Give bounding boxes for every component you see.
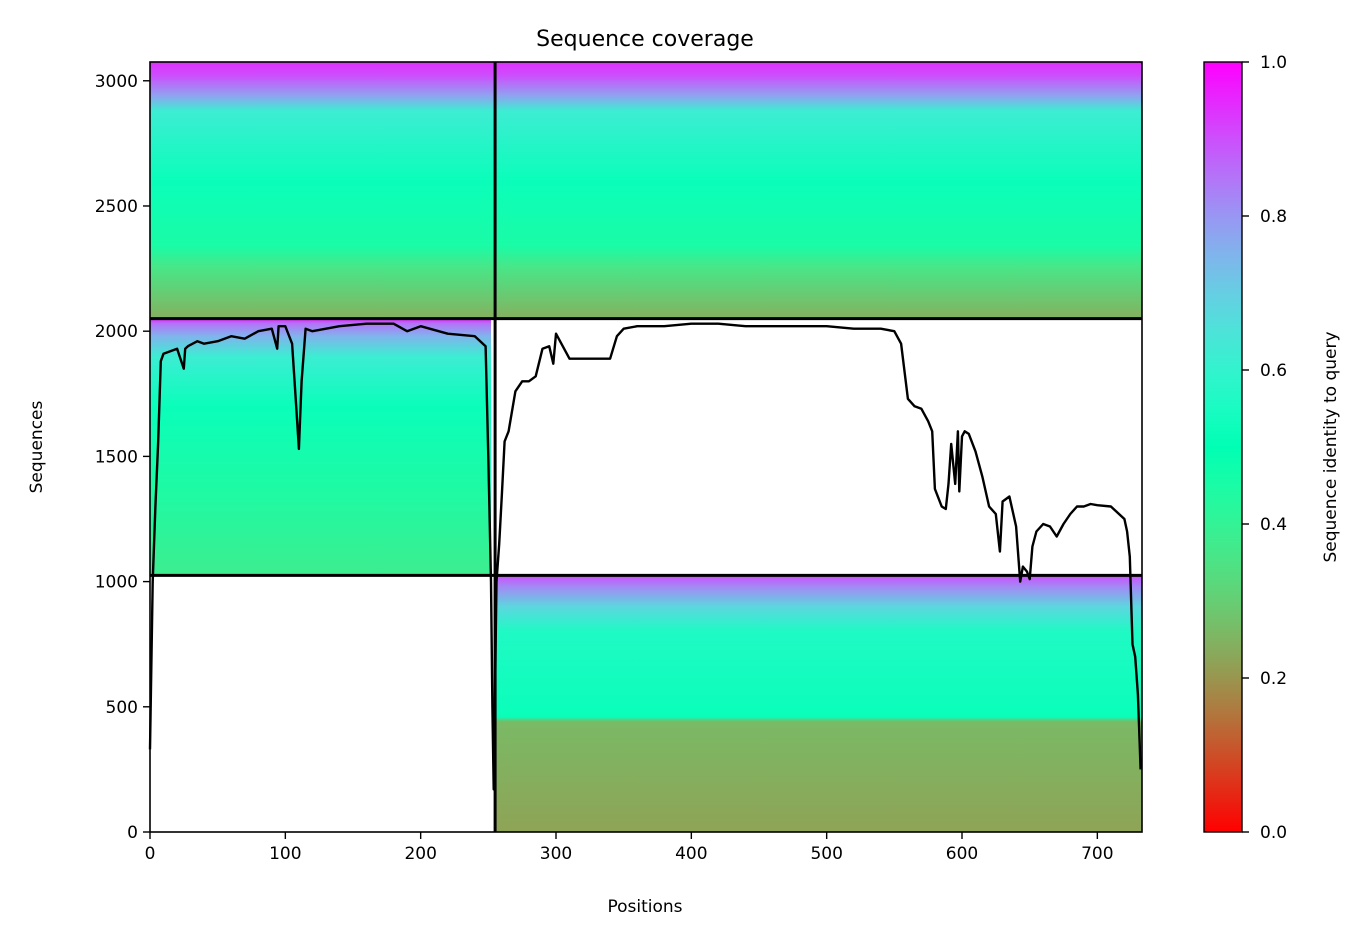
y-axis-label: Sequences bbox=[27, 401, 47, 494]
x-tick-label: 500 bbox=[810, 844, 842, 864]
colorbar-tick-label: 0.0 bbox=[1260, 823, 1287, 843]
plot-area: 0 100 200 300 400 500 600 700 0 500 1000 1500 2000 25… bbox=[95, 61, 1143, 864]
x-tick-label: 200 bbox=[404, 844, 436, 864]
colorbar-tick-label: 0.8 bbox=[1260, 207, 1287, 227]
colorbar-gradient bbox=[1203, 61, 1243, 833]
plot-frame bbox=[149, 61, 1143, 833]
x-tick-label: 100 bbox=[269, 844, 301, 864]
colorbar-tick-label: 0.2 bbox=[1260, 669, 1287, 689]
x-tick-label: 400 bbox=[675, 844, 707, 864]
y-tick-label: 1500 bbox=[95, 447, 138, 467]
msa-block-B bbox=[495, 62, 1143, 319]
msa-block-D bbox=[495, 575, 1143, 832]
y-tick-label: 500 bbox=[106, 698, 138, 718]
coverage-line bbox=[148, 322, 1142, 791]
chart-title: Sequence coverage bbox=[536, 27, 754, 52]
msa-block-C bbox=[150, 318, 492, 576]
y-tick-label: 2500 bbox=[95, 197, 138, 217]
colorbar-tick-label: 1.0 bbox=[1260, 53, 1287, 73]
y-tick-label: 3000 bbox=[95, 72, 138, 92]
x-tick-label: 0 bbox=[145, 844, 156, 864]
x-tick-label: 600 bbox=[946, 844, 978, 864]
y-tick-label: 0 bbox=[127, 823, 138, 843]
x-tick-label: 300 bbox=[540, 844, 572, 864]
y-tick-label: 1000 bbox=[95, 573, 138, 593]
colorbar-tick-label: 0.6 bbox=[1260, 361, 1287, 381]
x-axis-label: Positions bbox=[607, 897, 682, 917]
y-tick-label: 2000 bbox=[95, 322, 138, 342]
x-tick-label: 700 bbox=[1081, 844, 1113, 864]
msa-block-A bbox=[150, 62, 496, 319]
colorbar-label: Sequence identity to query bbox=[1321, 331, 1341, 562]
colorbar: 0.0 0.2 0.4 0.6 0.8 1.0 bbox=[1203, 53, 1287, 843]
colorbar-tick-label: 0.4 bbox=[1260, 515, 1287, 535]
